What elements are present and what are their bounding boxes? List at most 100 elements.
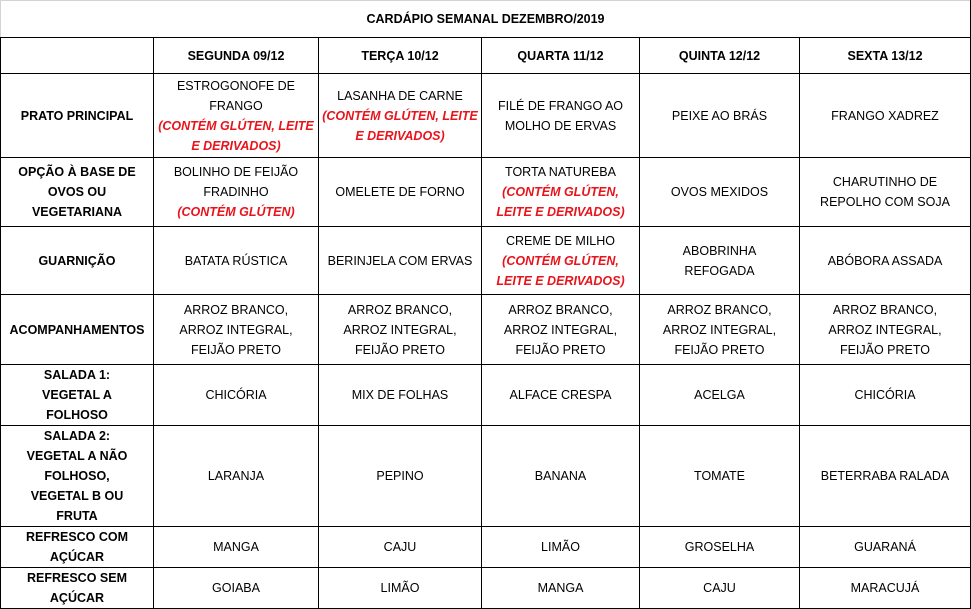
row-label: GUARNIÇÃO (0, 226, 154, 295)
menu-cell: LASANHA DE CARNE (CONTÉM GLÚTEN, LEITE E … (318, 73, 482, 158)
dish-name: LIMÃO (380, 581, 420, 595)
menu-cell: ABÓBORA ASSADA (798, 226, 971, 295)
menu-row: OPÇÃO À BASE DE OVOS OU VEGETARIANA BOLIN… (0, 157, 971, 227)
menu-row: SALADA 2: VEGETAL A NÃO FOLHOSO, VEGETAL… (0, 425, 971, 527)
allergen-note: (CONTÉM GLÚTEN, LEITE E DERIVADOS) (496, 253, 625, 288)
menu-cell: ACELGA (639, 364, 800, 426)
dish-name: ARROZ BRANCO, ARROZ INTEGRAL, FEIJÃO PRE… (179, 302, 293, 357)
header-row: SEGUNDA 09/12 TERÇA 10/12 QUARTA 11/12 Q… (0, 37, 971, 74)
row-label-text: REFRESCO SEM AÇÚCAR (26, 571, 127, 605)
dish-name: GROSELHA (684, 540, 755, 554)
menu-row: REFRESCO COM AÇÚCAR MANGA CAJU LIMÃO GROSELH… (0, 526, 971, 568)
menu-cell: BOLINHO DE FEIJÃO FRADINHO (CONTÉM GLÚTEN… (153, 157, 319, 227)
menu-cell: CHICÓRIA (153, 364, 319, 426)
dish-name: MANGA (537, 581, 584, 595)
menu-cell: GROSELHA (639, 526, 800, 568)
dish-name: OMELETE DE FORNO (335, 185, 465, 199)
dish-name: CHICÓRIA (205, 388, 267, 402)
row-label: SALADA 1: VEGETAL A FOLHOSO (0, 364, 154, 426)
row-label: ACOMPANHAMENTOS (0, 294, 154, 365)
dish-name: ARROZ BRANCO, ARROZ INTEGRAL, FEIJÃO PRE… (343, 302, 457, 357)
menu-cell: ARROZ BRANCO, ARROZ INTEGRAL, FEIJÃO PRE… (481, 294, 640, 365)
row-label-text: GUARNIÇÃO (38, 253, 116, 268)
dish-name: ACELGA (694, 388, 745, 402)
dish-name: BANANA (534, 469, 587, 483)
dish-name: PEPINO (376, 469, 424, 483)
menu-cell: FRANGO XADREZ (798, 73, 971, 158)
row-label: SALADA 2: VEGETAL A NÃO FOLHOSO, VEGETAL… (0, 425, 154, 527)
menu-cell: LIMÃO (481, 526, 640, 568)
menu-cell: ARROZ BRANCO, ARROZ INTEGRAL, FEIJÃO PRE… (798, 294, 971, 365)
menu-cell: BERINJELA COM ERVAS (318, 226, 482, 295)
dish-name: LIMÃO (541, 540, 580, 554)
row-label-text: OPÇÃO À BASE DE OVOS OU VEGETARIANA (18, 165, 136, 219)
menu-cell: LARANJA (153, 425, 319, 527)
dish-name: CREME DE MILHO (505, 233, 616, 248)
dish-name: FILÉ DE FRANGO AO MOLHO DE ERVAS (497, 98, 624, 133)
menu-cell: MANGA (153, 526, 319, 568)
dish-name: FRANGO XADREZ (831, 108, 939, 123)
menu-row: PRATO PRINCIPAL ESTROGONOFE DE FRANGO (CON… (0, 73, 971, 158)
dish-name: BERINJELA COM ERVAS (327, 253, 473, 268)
menu-title: CARDÁPIO SEMANAL DEZEMBRO/2019 (0, 0, 971, 38)
dish-name: GOIABA (212, 581, 260, 595)
menu-cell: MIX DE FOLHAS (318, 364, 482, 426)
dish-name: BETERRABA RALADA (820, 469, 950, 483)
menu-cell: GUARANÁ (798, 526, 971, 568)
dish-name: CHARUTINHO DE REPOLHO COM SOJA (820, 175, 950, 209)
allergen-note: (CONTÉM GLÚTEN, LEITE E DERIVADOS) (496, 185, 625, 219)
dish-name: ABOBRINHA REFOGADA (682, 243, 757, 278)
menu-cell: ARROZ BRANCO, ARROZ INTEGRAL, FEIJÃO PRE… (318, 294, 482, 365)
menu-cell: ESTROGONOFE DE FRANGO (CONTÉM GLÚTEN, LEI… (153, 73, 319, 158)
menu-cell: ALFACE CRESPA (481, 364, 640, 426)
dish-name: BATATA RÚSTICA (184, 253, 288, 268)
dish-name: CAJU (383, 540, 417, 554)
menu-cell: CHARUTINHO DE REPOLHO COM SOJA (798, 157, 971, 227)
dish-name: MARACUJÁ (850, 581, 920, 595)
dish-name: OVOS MEXIDOS (670, 185, 769, 199)
menu-cell: FILÉ DE FRANGO AO MOLHO DE ERVAS (481, 73, 640, 158)
menu-row: ACOMPANHAMENTOS ARROZ BRANCO, ARROZ INTEG… (0, 294, 971, 365)
dish-name: ALFACE CRESPA (509, 388, 612, 402)
dish-name: ABÓBORA ASSADA (827, 253, 943, 268)
menu-cell: BATATA RÚSTICA (153, 226, 319, 295)
menu-cell: TOMATE (639, 425, 800, 527)
menu-cell: OVOS MEXIDOS (639, 157, 800, 227)
dish-name: ARROZ BRANCO, ARROZ INTEGRAL, FEIJÃO PRE… (503, 302, 618, 357)
row-label-text: ACOMPANHAMENTOS (9, 322, 145, 337)
day-header: SEGUNDA 09/12 (153, 37, 319, 74)
dish-name: BOLINHO DE FEIJÃO FRADINHO (173, 165, 299, 199)
row-label-text: PRATO PRINCIPAL (20, 108, 134, 123)
row-label-text: SALADA 1: VEGETAL A FOLHOSO (42, 368, 112, 422)
corner-cell (0, 37, 154, 74)
day-header: TERÇA 10/12 (318, 37, 482, 74)
dish-name: CAJU (703, 581, 736, 595)
menu-cell: CREME DE MILHO (CONTÉM GLÚTEN, LEITE E DE… (481, 226, 640, 295)
menu-cell: CAJU (318, 526, 482, 568)
menu-cell: CHICÓRIA (798, 364, 971, 426)
menu-cell: TORTA NATUREBA (CONTÉM GLÚTEN, LEITE E DE… (481, 157, 640, 227)
menu-row: SALADA 1: VEGETAL A FOLHOSO CHICÓRIA MIX D… (0, 364, 971, 426)
allergen-note: (CONTÉM GLÚTEN) (177, 205, 295, 219)
menu-cell: PEIXE AO BRÁS (639, 73, 800, 158)
dish-name: MIX DE FOLHAS (351, 388, 449, 402)
day-header: SEXTA 13/12 (798, 37, 971, 74)
dish-name: LASANHA DE CARNE (337, 88, 463, 103)
menu-cell: ABOBRINHA REFOGADA (639, 226, 800, 295)
dish-name: ARROZ BRANCO, ARROZ INTEGRAL, FEIJÃO PRE… (662, 302, 777, 357)
allergen-note: (CONTÉM GLÚTEN, LEITE E DERIVADOS) (158, 118, 314, 153)
row-label-text: SALADA 2: VEGETAL A NÃO FOLHOSO, VEGETAL… (26, 429, 128, 523)
row-label: PRATO PRINCIPAL (0, 73, 154, 158)
dish-name: CHICÓRIA (854, 388, 916, 402)
day-header: QUINTA 12/12 (639, 37, 800, 74)
dish-name: LARANJA (207, 469, 265, 483)
row-label-text: REFRESCO COM AÇÚCAR (25, 530, 129, 564)
dish-name: PEIXE AO BRÁS (671, 108, 768, 123)
menu-cell: BANANA (481, 425, 640, 527)
dish-name: GUARANÁ (854, 540, 916, 554)
menu-row: GUARNIÇÃO BATATA RÚSTICA BERINJELA COM ERV… (0, 226, 971, 295)
allergen-note: (CONTÉM GLÚTEN, LEITE E DERIVADOS) (322, 108, 478, 143)
dish-name: TORTA NATUREBA (505, 165, 616, 179)
menu-cell: BETERRABA RALADA (798, 425, 971, 527)
